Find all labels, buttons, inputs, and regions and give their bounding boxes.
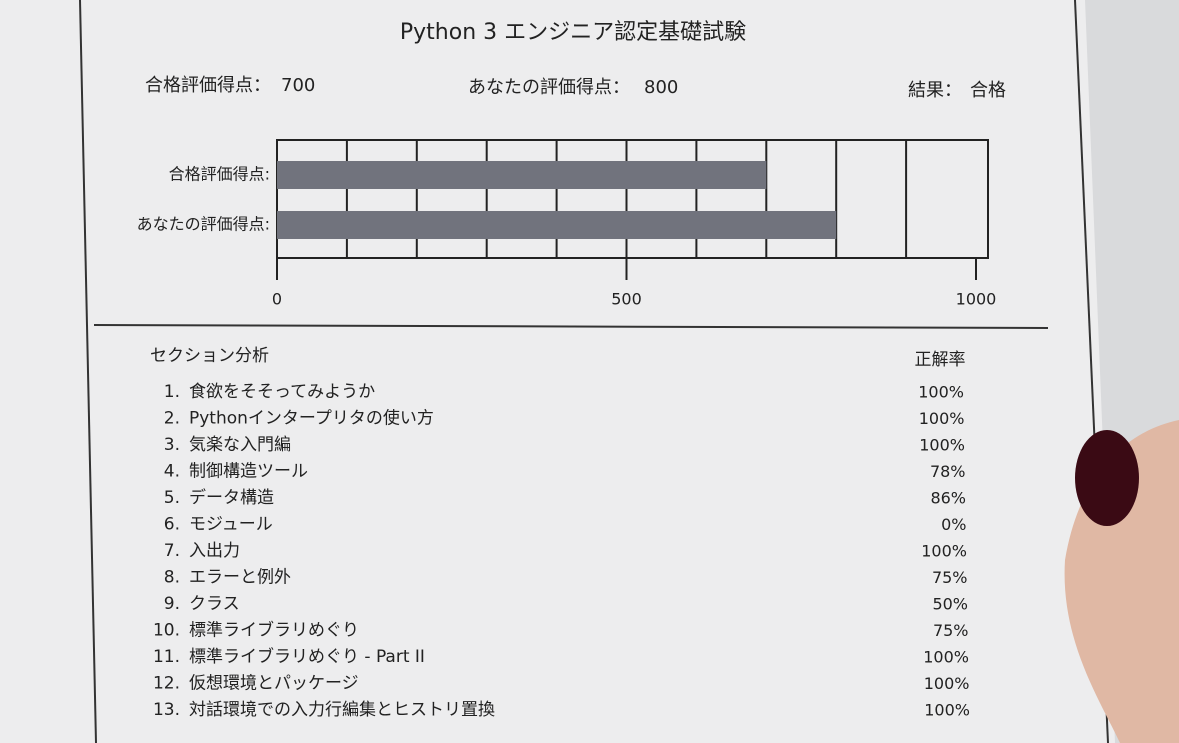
your-score: 800	[644, 77, 678, 98]
row-name: 制御構造ツール	[189, 462, 308, 482]
row-number: 7.	[164, 541, 180, 561]
row-rate: 75%	[933, 621, 969, 640]
passing-label: 合格評価得点：	[145, 75, 271, 96]
row-rate: 78%	[930, 462, 966, 481]
row-rate: 0%	[941, 515, 966, 534]
x-tick-label: 1000	[956, 290, 997, 309]
bar	[277, 211, 837, 239]
row-number: 12.	[153, 674, 180, 694]
row-name: クラス	[189, 594, 240, 614]
passing-score: 700	[281, 75, 315, 96]
your-label: あなたの評価得点：	[468, 77, 630, 98]
frame-left	[79, 0, 97, 743]
rate-header: 正解率	[915, 350, 966, 370]
row-name: 気楽な入門編	[189, 435, 291, 455]
bar	[277, 161, 767, 189]
result-label: 結果：	[908, 80, 962, 101]
x-tick-label: 500	[611, 290, 642, 309]
y-tick-label: あなたの評価得点:	[137, 215, 270, 234]
x-tick-label: 0	[272, 290, 282, 309]
row-name: Pythonインタープリタの使い方	[189, 408, 434, 429]
divider	[93, 324, 1049, 329]
row-rate: 50%	[932, 595, 968, 614]
row-number: 3.	[164, 435, 180, 455]
row-name: 食欲をそそってみようか	[189, 382, 375, 402]
y-tick-label: 合格評価得点:	[169, 165, 270, 184]
row-number: 11.	[153, 647, 180, 667]
row-number: 4.	[164, 462, 180, 482]
plot-frame	[276, 139, 989, 259]
row-number: 9.	[164, 594, 180, 614]
row-rate: 100%	[918, 383, 964, 402]
result: 合格	[970, 80, 1006, 101]
row-rate: 100%	[921, 542, 967, 561]
row-number: 8.	[164, 568, 180, 588]
row-number: 10.	[153, 621, 180, 641]
row-name: 入出力	[189, 541, 240, 561]
row-name: 仮想環境とパッケージ	[189, 674, 359, 694]
title: Python 3 エンジニア認定基礎試験	[400, 20, 746, 45]
row-rate: 75%	[932, 568, 968, 587]
row-rate: 100%	[919, 436, 965, 455]
row-name: データ構造	[189, 487, 274, 508]
row-name: 対話環境での入力行編集とヒストリ置換	[189, 700, 495, 720]
row-rate: 100%	[919, 409, 965, 428]
row-rate: 100%	[924, 701, 970, 720]
row-rate: 100%	[923, 648, 969, 667]
row-number: 1.	[164, 382, 180, 402]
row-name: 標準ライブラリめぐり	[189, 620, 359, 641]
row-number: 5.	[164, 488, 180, 508]
row-name: エラーと例外	[189, 568, 291, 588]
nail	[1075, 430, 1139, 526]
row-number: 13.	[153, 700, 180, 720]
sections-title: セクション分析	[150, 346, 269, 366]
row-number: 6.	[164, 515, 180, 535]
row-name: 標準ライブラリめぐり - Part II	[189, 646, 425, 667]
row-number: 2.	[164, 409, 180, 429]
row-rate: 86%	[930, 489, 966, 508]
row-rate: 100%	[924, 674, 970, 693]
row-name: モジュール	[189, 515, 273, 535]
